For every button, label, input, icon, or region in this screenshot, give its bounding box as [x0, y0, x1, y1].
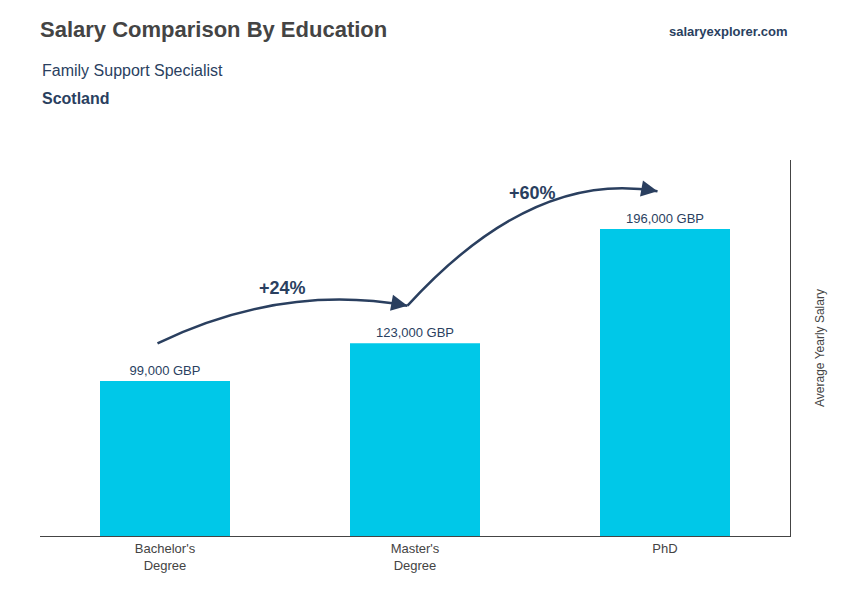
svg-text:99,000 GBP: 99,000 GBP [130, 363, 201, 378]
svg-text:+24%: +24% [259, 278, 306, 298]
svg-text:salaryexplorer.com: salaryexplorer.com [669, 24, 788, 39]
svg-text:Master'sDegree: Master'sDegree [391, 541, 440, 573]
svg-text:Family Support Specialist: Family Support Specialist [42, 62, 223, 79]
svg-text:123,000 GBP: 123,000 GBP [376, 325, 454, 340]
svg-text:Average Yearly Salary: Average Yearly Salary [813, 289, 827, 407]
svg-text:Salary Comparison By Education: Salary Comparison By Education [40, 17, 387, 42]
svg-text:Bachelor'sDegree: Bachelor'sDegree [135, 541, 196, 573]
svg-text:PhD: PhD [652, 541, 677, 556]
svg-text:196,000 GBP: 196,000 GBP [626, 211, 704, 226]
svg-text:Scotland: Scotland [42, 90, 110, 107]
svg-text:+60%: +60% [509, 183, 556, 203]
